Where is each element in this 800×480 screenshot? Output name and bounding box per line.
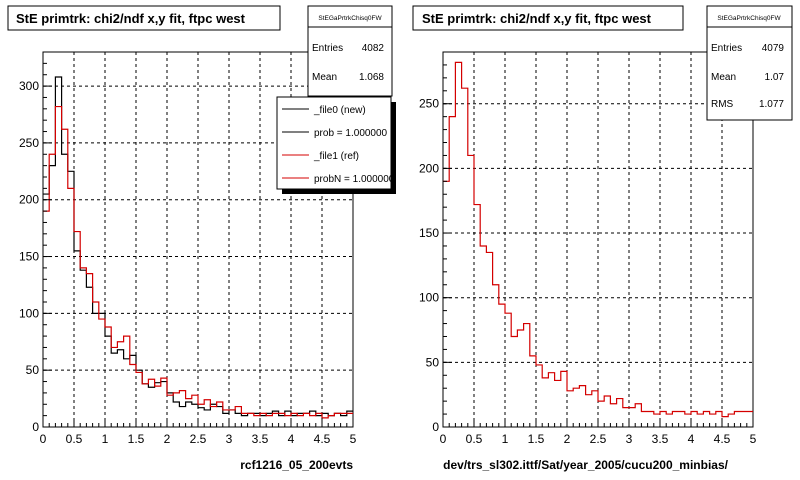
x-tick-label: 5 — [750, 432, 757, 446]
x-tick-label: 1 — [502, 432, 509, 446]
stats-mean-label: Mean — [711, 72, 736, 83]
x-tick-label: 1 — [102, 432, 109, 446]
x-tick-label: 0 — [440, 432, 447, 446]
legend-label-probN: probN = 1.000000 — [314, 174, 395, 185]
histogram-series-file1-ref — [43, 105, 353, 419]
chart-title: StE primtrk: chi2/ndf x,y fit, ftpc west — [422, 11, 652, 26]
histogram-step-line — [443, 61, 753, 418]
x-tick-label: 3.5 — [252, 432, 269, 446]
x-tick-label: 4 — [288, 432, 295, 446]
chart-title: StE primtrk: chi2/ndf x,y fit, ftpc west — [16, 11, 246, 26]
x-tick-label: 0.5 — [466, 432, 483, 446]
x-tick-label: 2.5 — [590, 432, 607, 446]
stats-name: StEGaPrtrkChisq0FW — [717, 15, 781, 22]
y-tick-label: 250 — [419, 97, 439, 111]
x-tick-label: 0 — [40, 432, 47, 446]
stats-box: StEGaPrtrkChisq0FW Entries 4079 Mean 1.0… — [706, 5, 793, 121]
stats-mean-value: 1.068 — [359, 72, 384, 83]
x-tick-label: 4 — [688, 432, 695, 446]
y-tick-label: 100 — [19, 306, 39, 320]
x-tick-label: 3 — [626, 432, 633, 446]
stats-entries-label: Entries — [711, 43, 742, 54]
stats-rms-label: RMS — [711, 99, 734, 110]
y-tick-label: 150 — [19, 250, 39, 264]
y-tick-label: 200 — [19, 193, 39, 207]
y-tick-label: 50 — [26, 363, 40, 377]
x-tick-label: 4.5 — [714, 432, 731, 446]
y-tick-label: 150 — [419, 226, 439, 240]
y-tick-label: 200 — [419, 161, 439, 175]
y-tick-label: 100 — [419, 291, 439, 305]
stats-mean-value: 1.07 — [765, 72, 785, 83]
y-tick-label: 250 — [19, 136, 39, 150]
histogram-series-group — [443, 61, 753, 418]
stats-entries-value: 4082 — [362, 43, 385, 54]
y-tick-label: 0 — [432, 420, 439, 434]
stats-rms-value: 1.077 — [759, 99, 784, 110]
axis-ticks — [442, 51, 754, 428]
x-tick-labels: 0 0.5 1 1.5 2 2.5 3 3.5 4 4.5 5 — [40, 432, 357, 446]
legend-label-file0: _file0 (new) — [313, 105, 366, 116]
histogram-series-group — [43, 76, 353, 419]
x-tick-label: 1.5 — [128, 432, 145, 446]
y-tick-labels: 0 50 100 150 200 250 300 — [19, 79, 39, 434]
histogram-series-main — [443, 61, 753, 418]
stats-entries-value: 4079 — [762, 43, 785, 54]
legend-box — [276, 96, 392, 190]
left-histogram-pad: 0 0.5 1 1.5 2 2.5 3 3.5 4 4.5 5 0 50 100 150 200 250 300… — [7, 5, 396, 472]
x-tick-label: 3 — [226, 432, 233, 446]
x-tick-labels: 0 0.5 1 1.5 2 2.5 3 3.5 4 4.5 5 — [440, 432, 757, 446]
stats-box: StEGaPrtrkChisq0FW Entries 4082 Mean 1.0… — [307, 5, 393, 97]
histogram-step-line — [43, 105, 353, 419]
legend-label-prob: prob = 1.000000 — [314, 128, 388, 139]
x-tick-label: 2.5 — [190, 432, 207, 446]
y-tick-label: 300 — [19, 79, 39, 93]
right-histogram-pad: 0 0.5 1 1.5 2 2.5 3 3.5 4 4.5 5 0 50 100 150 200 250 St… — [412, 5, 793, 472]
x-tick-label: 5 — [350, 432, 357, 446]
x-axis-label: dev/trs_sl302.ittf/Sat/year_2005/cucu200… — [443, 458, 728, 472]
x-tick-label: 4.5 — [314, 432, 331, 446]
stats-name: StEGaPrtrkChisq0FW — [318, 15, 382, 22]
y-tick-label: 50 — [426, 355, 440, 369]
y-tick-labels: 0 50 100 150 200 250 — [419, 97, 439, 434]
y-tick-label: 0 — [32, 420, 39, 434]
legend: _file0 (new) prob = 1.000000 _file1 (ref… — [276, 96, 396, 194]
title-box — [412, 5, 684, 31]
x-axis-label: rcf1216_05_200evts — [240, 458, 353, 472]
axis-ticks — [42, 51, 354, 428]
x-tick-label: 1.5 — [528, 432, 545, 446]
x-tick-label: 0.5 — [66, 432, 83, 446]
title-box — [7, 5, 281, 31]
stats-mean-label: Mean — [312, 72, 337, 83]
x-tick-label: 3.5 — [652, 432, 669, 446]
legend-label-file1: _file1 (ref) — [313, 151, 359, 162]
x-tick-label: 2 — [164, 432, 171, 446]
stats-entries-label: Entries — [312, 43, 343, 54]
x-tick-label: 2 — [564, 432, 571, 446]
